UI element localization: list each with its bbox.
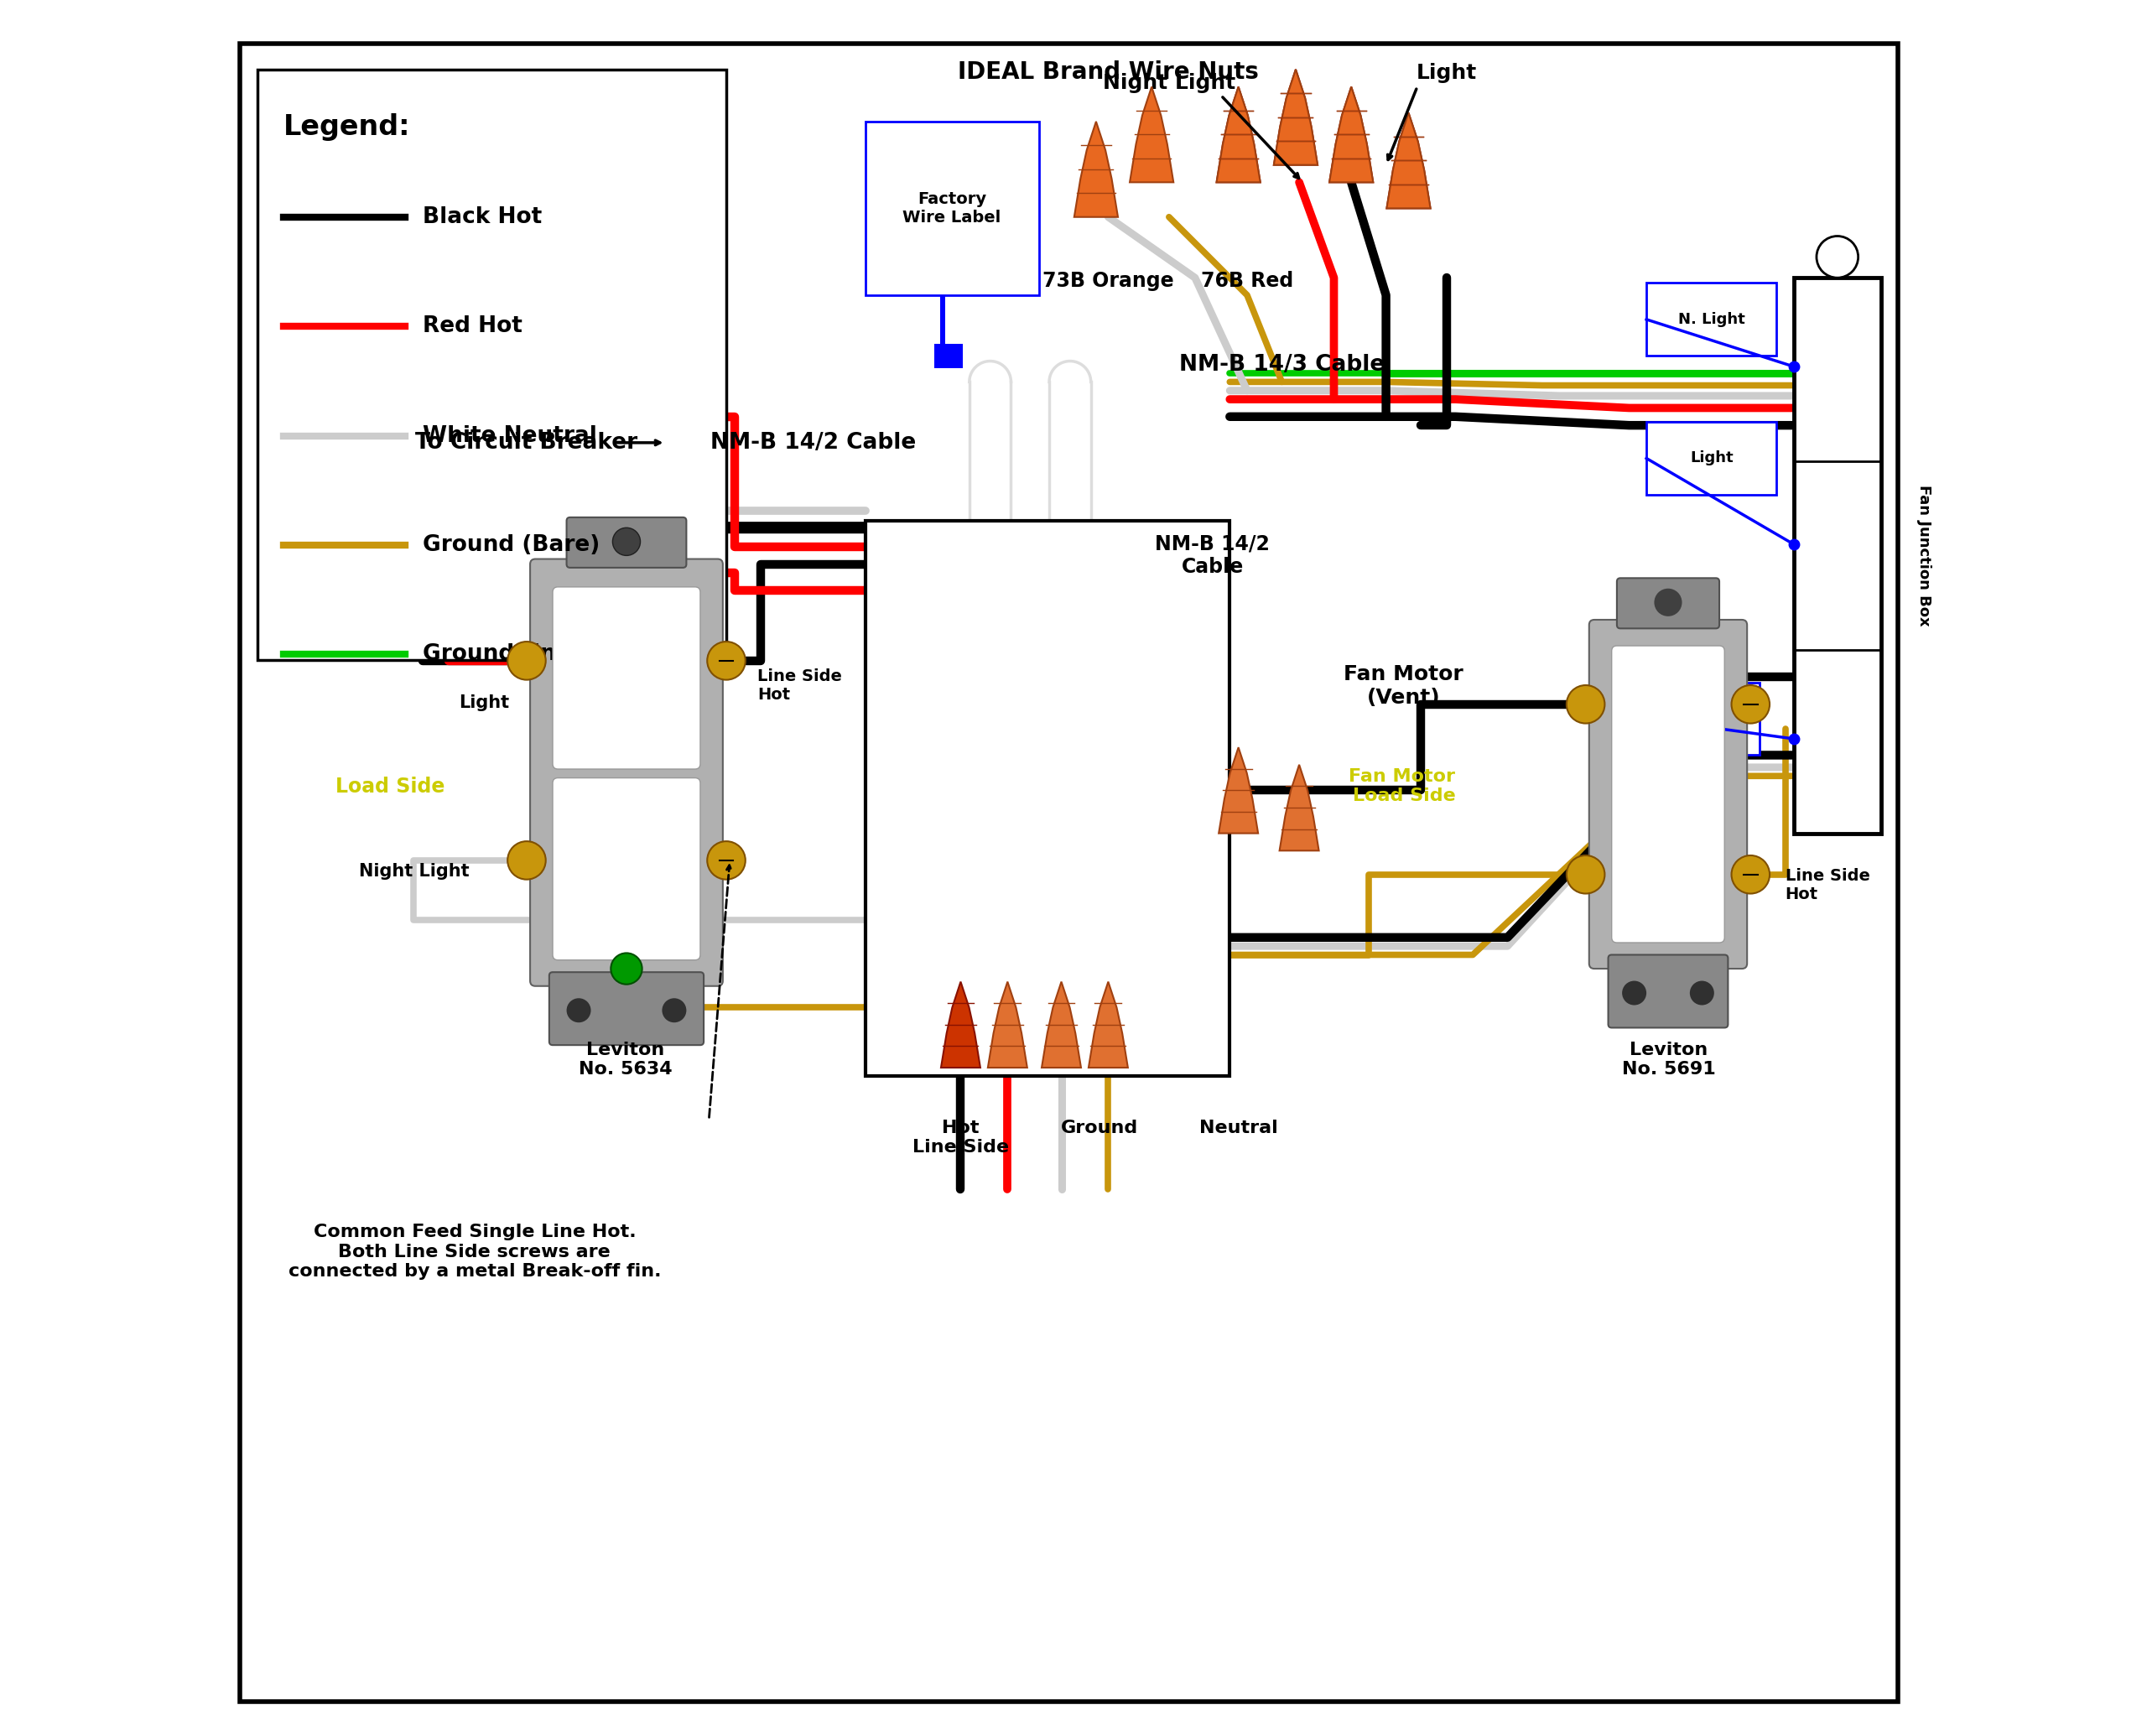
Text: White Neutral: White Neutral xyxy=(423,425,597,446)
Text: Legend:: Legend: xyxy=(283,113,410,141)
Text: Ground (Insulated): Ground (Insulated) xyxy=(423,644,659,665)
Circle shape xyxy=(1567,856,1604,894)
Circle shape xyxy=(1730,856,1769,894)
FancyBboxPatch shape xyxy=(567,517,687,568)
FancyBboxPatch shape xyxy=(865,521,1230,1076)
FancyBboxPatch shape xyxy=(552,587,700,769)
Text: Ground: Ground xyxy=(1061,1120,1138,1137)
Polygon shape xyxy=(1387,113,1430,208)
Polygon shape xyxy=(1329,87,1374,182)
FancyBboxPatch shape xyxy=(865,122,1039,295)
FancyBboxPatch shape xyxy=(530,559,724,986)
Polygon shape xyxy=(1089,983,1127,1068)
FancyBboxPatch shape xyxy=(550,972,704,1045)
Circle shape xyxy=(661,998,687,1023)
Polygon shape xyxy=(1273,69,1318,165)
Circle shape xyxy=(706,842,745,880)
Polygon shape xyxy=(1273,69,1318,165)
Circle shape xyxy=(612,953,642,984)
FancyBboxPatch shape xyxy=(258,69,726,660)
Polygon shape xyxy=(940,983,981,1068)
Circle shape xyxy=(1567,686,1604,724)
Circle shape xyxy=(612,528,640,556)
Text: Hot
Line Side: Hot Line Side xyxy=(912,1120,1009,1156)
Text: Red Hot: Red Hot xyxy=(423,316,522,337)
Polygon shape xyxy=(1041,983,1082,1068)
Text: Vent: Vent xyxy=(1683,712,1722,726)
Text: 76B Red: 76B Red xyxy=(1200,271,1292,290)
Text: Light: Light xyxy=(1690,451,1733,465)
Circle shape xyxy=(1653,589,1681,616)
Text: Fan Motor
(Vent): Fan Motor (Vent) xyxy=(1344,663,1464,708)
Text: Factory
Wire Label: Factory Wire Label xyxy=(902,191,1001,226)
Circle shape xyxy=(1690,981,1713,1005)
Text: 73B Orange: 73B Orange xyxy=(1043,271,1174,290)
Polygon shape xyxy=(1074,122,1119,217)
Text: IDEAL Brand Wire Nuts: IDEAL Brand Wire Nuts xyxy=(958,61,1258,85)
Text: Night Light: Night Light xyxy=(1104,73,1235,94)
Text: N. Light: N. Light xyxy=(1679,312,1746,326)
Circle shape xyxy=(706,642,745,681)
Polygon shape xyxy=(1219,746,1258,833)
Text: Black Hot: Black Hot xyxy=(423,207,541,227)
Text: NM-B 14/2 Cable: NM-B 14/2 Cable xyxy=(711,432,917,453)
Polygon shape xyxy=(1217,87,1260,182)
FancyBboxPatch shape xyxy=(1589,620,1748,969)
Polygon shape xyxy=(1280,764,1318,851)
Polygon shape xyxy=(1217,87,1260,182)
Circle shape xyxy=(1816,236,1857,278)
Bar xyxy=(934,344,962,368)
Text: Leviton
No. 5634: Leviton No. 5634 xyxy=(580,1042,672,1078)
Circle shape xyxy=(507,842,545,880)
Text: Ground (Bare): Ground (Bare) xyxy=(423,535,599,556)
Text: Line Side
Hot: Line Side Hot xyxy=(1786,868,1870,903)
Text: Light: Light xyxy=(459,694,509,712)
FancyBboxPatch shape xyxy=(1647,422,1776,495)
Text: NM-B 14/2
Cable: NM-B 14/2 Cable xyxy=(1155,533,1269,578)
Polygon shape xyxy=(1387,113,1430,208)
Circle shape xyxy=(567,998,590,1023)
Polygon shape xyxy=(988,983,1026,1068)
FancyBboxPatch shape xyxy=(1795,278,1881,833)
Text: Line Side
Hot: Line Side Hot xyxy=(758,668,842,703)
Text: Leviton
No. 5691: Leviton No. 5691 xyxy=(1623,1042,1715,1078)
FancyBboxPatch shape xyxy=(1617,578,1720,628)
Text: Fan Junction Box: Fan Junction Box xyxy=(1917,484,1932,627)
Circle shape xyxy=(507,642,545,681)
Text: Light: Light xyxy=(1417,62,1477,83)
Text: Load Side: Load Side xyxy=(335,776,444,797)
FancyBboxPatch shape xyxy=(1612,646,1724,943)
FancyBboxPatch shape xyxy=(1608,955,1728,1028)
Text: Neutral: Neutral xyxy=(1200,1120,1277,1137)
FancyBboxPatch shape xyxy=(552,778,700,960)
Circle shape xyxy=(1730,686,1769,724)
Text: Fan Motor
Load Side: Fan Motor Load Side xyxy=(1348,769,1456,804)
Text: Night Light: Night Light xyxy=(359,863,470,880)
Polygon shape xyxy=(1129,87,1174,182)
FancyBboxPatch shape xyxy=(1647,682,1758,755)
Text: To Circuit Breaker: To Circuit Breaker xyxy=(417,432,638,453)
Text: Common Feed Single Line Hot.
Both Line Side screws are
connected by a metal Brea: Common Feed Single Line Hot. Both Line S… xyxy=(288,1224,661,1279)
FancyBboxPatch shape xyxy=(1647,283,1776,356)
Text: NM-B 14/3 Cable: NM-B 14/3 Cable xyxy=(1179,354,1385,375)
Bar xyxy=(940,295,945,356)
Circle shape xyxy=(1623,981,1647,1005)
Polygon shape xyxy=(1329,87,1374,182)
